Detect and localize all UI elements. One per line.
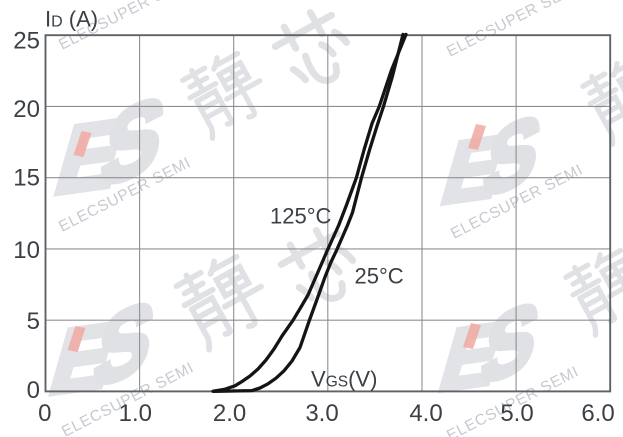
svg-text:4.0: 4.0 xyxy=(409,400,442,427)
svg-text:1.0: 1.0 xyxy=(119,400,152,427)
svg-text:0: 0 xyxy=(38,400,51,427)
svg-text:6.0: 6.0 xyxy=(581,400,614,427)
svg-text:VGS(V): VGS(V) xyxy=(311,367,377,392)
svg-text:0: 0 xyxy=(27,377,40,404)
svg-text:5: 5 xyxy=(27,308,40,335)
svg-text:20: 20 xyxy=(13,96,40,123)
svg-text:25°C: 25°C xyxy=(355,264,404,289)
svg-text:5.0: 5.0 xyxy=(500,400,533,427)
svg-text:3.0: 3.0 xyxy=(305,400,338,427)
svg-text:10: 10 xyxy=(13,237,40,264)
svg-text:2.0: 2.0 xyxy=(213,400,246,427)
svg-text:25: 25 xyxy=(13,28,40,55)
svg-text:15: 15 xyxy=(13,165,40,192)
svg-text:ID (A): ID (A) xyxy=(45,7,98,32)
svg-text:125°C: 125°C xyxy=(270,204,332,229)
